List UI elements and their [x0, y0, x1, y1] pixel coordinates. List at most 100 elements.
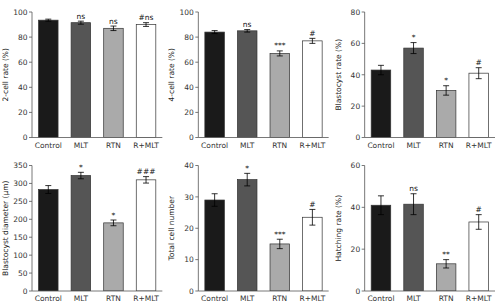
plot-area [39, 19, 156, 137]
bar [404, 204, 424, 291]
x-tick-label: RTN [272, 141, 287, 150]
error-line [279, 239, 280, 248]
significance-label: * [79, 163, 83, 172]
error-cap [110, 220, 116, 221]
error-cap [212, 206, 218, 207]
x-tick-label: Control [367, 294, 394, 303]
y-axis-label: 4-cell rate (%) [167, 48, 176, 101]
y-tick-label: 200 [13, 215, 28, 224]
y-tick-label: 40 [351, 71, 361, 80]
error-cap [443, 267, 449, 268]
error-cap [45, 21, 51, 22]
error-bar [244, 30, 250, 33]
x-tick-label: RTN [439, 294, 454, 303]
significance-label: *** [274, 230, 286, 239]
y-tick-label: 40 [18, 83, 28, 92]
bar [303, 41, 323, 138]
y-tick [29, 201, 32, 202]
error-line [146, 177, 147, 183]
y-tick [362, 207, 365, 208]
x-axis [365, 291, 495, 292]
bar [303, 217, 323, 291]
error-bar [277, 239, 283, 248]
error-cap [378, 214, 384, 215]
error-line [146, 23, 147, 27]
y-tick [29, 62, 32, 63]
error-cap [411, 53, 417, 54]
error-cap [78, 172, 84, 173]
y-tick-label: 20 [351, 102, 361, 111]
error-cap [476, 78, 482, 79]
y-tick-label: 0 [355, 133, 360, 142]
bar [71, 176, 91, 291]
error-line [247, 173, 248, 186]
error-cap [45, 19, 51, 20]
x-tick-label: RTN [106, 294, 121, 303]
y-tick-label: 50 [18, 269, 28, 278]
y-tick-label: 100 [180, 8, 195, 17]
plot-area [371, 43, 488, 138]
error-bar [110, 220, 116, 226]
error-bar [411, 43, 417, 54]
bar [469, 222, 489, 291]
y-tick [195, 228, 198, 229]
y-tick-label: 0 [23, 287, 28, 296]
error-bar [143, 177, 149, 183]
y-tick [195, 165, 198, 166]
significance-label: *** [274, 41, 286, 50]
y-tick [195, 12, 198, 13]
significance-label: * [245, 164, 249, 173]
y-tick [29, 219, 32, 220]
y-tick [29, 237, 32, 238]
significance-label: # [309, 200, 315, 209]
significance-label: ns [243, 20, 252, 29]
x-tick-label: MLT [240, 294, 255, 303]
error-cap [476, 229, 482, 230]
bar [136, 25, 156, 138]
y-tick-label: 80 [351, 8, 361, 17]
error-cap [443, 95, 449, 96]
error-cap [45, 185, 51, 186]
y-tick-label: 20 [184, 224, 194, 233]
y-axis [32, 166, 33, 292]
error-bar [277, 51, 283, 56]
y-tick-label: 40 [351, 203, 361, 212]
x-tick-label: RTN [272, 294, 287, 303]
error-bar [45, 19, 51, 21]
error-bar [78, 21, 84, 24]
error-cap [110, 30, 116, 31]
x-tick-label: R+MLT [133, 294, 159, 303]
bar [270, 244, 290, 291]
error-cap [78, 24, 84, 25]
error-cap [476, 67, 482, 68]
figure: 0204060801002-cell rate (%)ControlMLTRTN… [0, 0, 499, 307]
y-tick [29, 291, 32, 292]
bar [404, 48, 424, 137]
error-cap [212, 33, 218, 34]
y-tick [29, 273, 32, 274]
y-tick [29, 87, 32, 88]
error-cap [378, 74, 384, 75]
plot-area [39, 172, 156, 291]
error-bar [244, 173, 250, 186]
error-cap [411, 42, 417, 43]
y-axis [364, 166, 365, 292]
error-cap [78, 21, 84, 22]
bar [104, 28, 124, 137]
y-tick [29, 37, 32, 38]
y-tick-label: 40 [184, 83, 194, 92]
error-cap [476, 214, 482, 215]
panel: 0204060Hatching rate (%)ControlMLTRTNR+M… [334, 161, 495, 303]
y-tick-label: 250 [13, 197, 28, 206]
x-tick-label: Control [367, 141, 394, 150]
y-tick [29, 12, 32, 13]
error-cap [78, 178, 84, 179]
bar [71, 23, 91, 138]
y-tick-label: 0 [189, 133, 194, 142]
y-axis [32, 12, 33, 138]
x-tick-label: R+MLT [466, 141, 492, 150]
error-line [380, 65, 381, 74]
y-tick [195, 87, 198, 88]
error-bar [309, 209, 315, 225]
y-tick-label: 30 [184, 193, 194, 202]
